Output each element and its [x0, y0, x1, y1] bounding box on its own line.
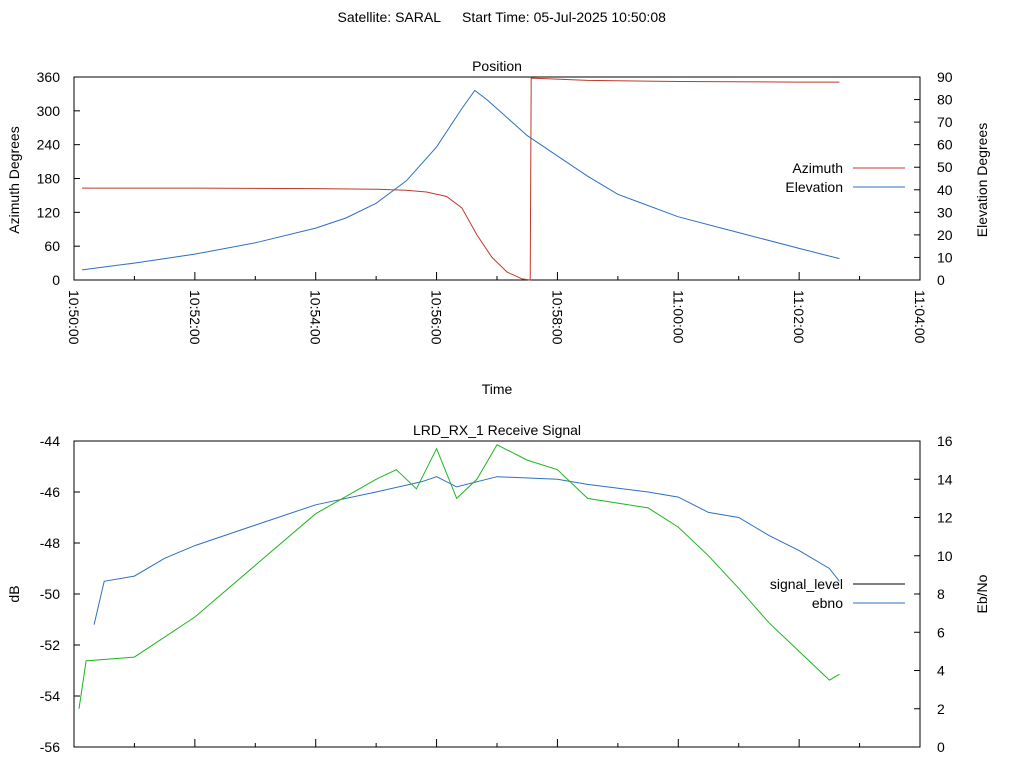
- x-tick-label: 11:00:00: [670, 290, 686, 344]
- chart-title: Position: [472, 58, 522, 74]
- y-tick-label: 60: [44, 238, 60, 254]
- y2-tick-label: 8: [937, 586, 945, 602]
- y2-tick-label: 6: [937, 624, 945, 640]
- y2-tick-label: 2: [937, 701, 945, 717]
- y2-tick-label: 12: [937, 510, 953, 526]
- y-axis-label: Azimuth Degrees: [6, 126, 22, 233]
- y2-tick-label: 30: [937, 204, 953, 220]
- y-tick-label: 300: [37, 103, 61, 119]
- x-tick-label: 10:52:00: [187, 290, 203, 345]
- y-tick-label: -46: [40, 484, 60, 500]
- legend-label: Elevation: [785, 179, 843, 195]
- y2-tick-label: 40: [937, 182, 953, 198]
- x-tick-label: 10:58:00: [549, 290, 565, 345]
- y2-tick-label: 90: [937, 69, 953, 85]
- x-tick-label: 11:02:00: [791, 290, 807, 344]
- y-tick-label: 240: [37, 137, 61, 153]
- y-tick-label: 180: [37, 171, 61, 187]
- y2-tick-label: 50: [937, 159, 953, 175]
- header-start-time: Start Time: 05-Jul-2025 10:50:08: [462, 9, 666, 25]
- y2-tick-label: 10: [937, 249, 953, 265]
- y2-tick-label: 80: [937, 92, 953, 108]
- legend-label: Azimuth: [792, 160, 843, 176]
- x-tick-label: 10:56:00: [429, 290, 445, 345]
- y2-axis-label: Elevation Degrees: [974, 123, 990, 237]
- y-tick-label: -56: [40, 739, 60, 755]
- plot-frame: [73, 440, 921, 748]
- y2-tick-label: 0: [937, 739, 945, 755]
- x-axis-label: Time: [482, 381, 513, 397]
- y-axis-label: dB: [6, 585, 22, 602]
- y2-tick-label: 10: [937, 548, 953, 564]
- y-tick-label: 360: [37, 69, 61, 85]
- position-chart: Position 0 60 120 180 240 300 360 0 10 20 30 40 50 6…: [6, 58, 990, 397]
- series-line-Elevation: [82, 89, 840, 271]
- receive-signal-chart: LRD_RX_1 Receive Signal -56 -54 -52 -50 -48 -…: [6, 422, 990, 755]
- y2-tick-label: 20: [937, 227, 953, 243]
- chart-title: LRD_RX_1 Receive Signal: [413, 422, 581, 438]
- y2-tick-label: 60: [937, 137, 953, 153]
- y-tick-label: -48: [40, 535, 60, 551]
- x-tick-label: 11:04:00: [912, 290, 928, 344]
- header-satellite: Satellite: SARAL: [338, 9, 442, 25]
- legend-label: signal_level: [770, 576, 843, 592]
- x-tick-label: 10:50:00: [66, 290, 82, 345]
- series-line-ebno: [93, 476, 840, 625]
- y-tick-label: -52: [40, 637, 60, 653]
- y-tick-label: -54: [40, 688, 60, 704]
- legend-label: ebno: [812, 595, 843, 611]
- y2-tick-label: 0: [937, 272, 945, 288]
- y2-tick-label: 16: [937, 433, 953, 449]
- y-tick-label: -44: [40, 433, 60, 449]
- y2-axis-label: Eb/No: [974, 574, 990, 613]
- series-line-signal_level: [78, 444, 840, 709]
- y2-tick-label: 70: [937, 114, 953, 130]
- x-tick-label: 10:54:00: [308, 290, 324, 345]
- series-line-Azimuth: [82, 77, 840, 281]
- y-tick-label: -50: [40, 586, 60, 602]
- y2-tick-label: 4: [937, 663, 945, 679]
- y-tick-label: 0: [52, 272, 60, 288]
- y-tick-label: 120: [37, 204, 61, 220]
- y2-tick-label: 14: [937, 471, 953, 487]
